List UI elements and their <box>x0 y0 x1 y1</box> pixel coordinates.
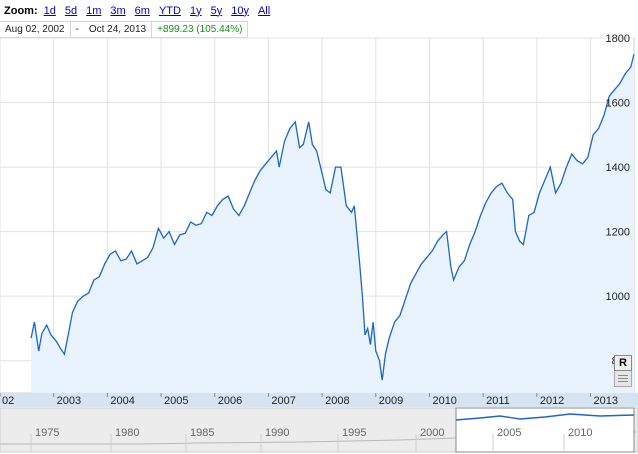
x-axis-band-bg <box>0 393 638 407</box>
x-tick-label: 2012 <box>540 395 564 407</box>
zoom-5y[interactable]: 5y <box>210 4 223 17</box>
zoom-ytd[interactable]: YTD <box>158 4 181 17</box>
zoom-1m[interactable]: 1m <box>86 4 102 17</box>
reset-zoom-button[interactable]: R <box>614 355 632 371</box>
zoom-1y[interactable]: 1y <box>189 4 202 17</box>
zoom-toolbar: Zoom: 1d 5d 1m 3m 6m YTD 1y 5y 10y All <box>0 0 638 21</box>
x-tick-label: 2008 <box>325 395 349 407</box>
navigator-selection-window[interactable] <box>455 407 635 453</box>
range-change-value: +899.23 (105.44%) <box>157 24 243 35</box>
zoom-title: Zoom: <box>4 4 38 17</box>
zoom-6m[interactable]: 6m <box>134 4 150 17</box>
x-tick-label: 2005 <box>164 395 188 407</box>
x-tick-label: 2004 <box>110 395 134 407</box>
range-navigator[interactable]: 1975 1980 1985 1990 1995 2000 2005 2010 <box>0 407 638 453</box>
navigator-year-label: 2010 <box>568 427 592 439</box>
x-tick-label: 2006 <box>218 395 242 407</box>
y-tick-label: 1800 <box>606 33 630 45</box>
x-axis-band: 02 2003 2004 2005 2006 2007 2008 2009 2010 2011 20… <box>0 393 638 407</box>
navigator-year-label: 1990 <box>265 427 289 439</box>
x-tick-label: 2007 <box>271 395 295 407</box>
zoom-10y[interactable]: 10y <box>231 4 249 17</box>
x-tick-label: 2003 <box>57 395 81 407</box>
x-tick-label: 2011 <box>486 395 510 407</box>
navigator-year-label: 2000 <box>420 427 444 439</box>
price-area-fill <box>31 54 635 393</box>
range-end-date[interactable]: Oct 24, 2013 <box>84 22 153 37</box>
y-tick-label: 1200 <box>606 227 630 239</box>
zoom-1d[interactable]: 1d <box>43 4 56 17</box>
range-separator: - <box>75 24 79 35</box>
zoom-5d[interactable]: 5d <box>64 4 78 17</box>
navigator-year-label: 1995 <box>342 427 366 439</box>
zoom-3m[interactable]: 3m <box>110 4 126 17</box>
x-tick-label: 2009 <box>379 395 403 407</box>
range-start-date[interactable]: Aug 02, 2002 <box>0 22 71 37</box>
navigator-year-label: 1980 <box>115 427 139 439</box>
navigator-year-label: 2005 <box>497 427 521 439</box>
price-area-layer <box>30 53 635 393</box>
navigator-year-label: 1975 <box>35 427 59 439</box>
navigator-selected-line <box>455 413 635 421</box>
zoom-all[interactable]: All <box>257 4 271 17</box>
x-tick-label: 2013 <box>594 395 618 407</box>
y-tick-label: 1000 <box>606 291 630 303</box>
y-tick-label: 1400 <box>606 162 630 174</box>
navigator-year-label: 1985 <box>190 427 214 439</box>
zoom-slider-handle[interactable] <box>614 371 632 387</box>
x-tick-label: 02 <box>2 395 14 407</box>
x-tick-label: 2010 <box>432 395 456 407</box>
price-line <box>30 53 635 381</box>
y-tick-label: 1600 <box>606 98 630 110</box>
